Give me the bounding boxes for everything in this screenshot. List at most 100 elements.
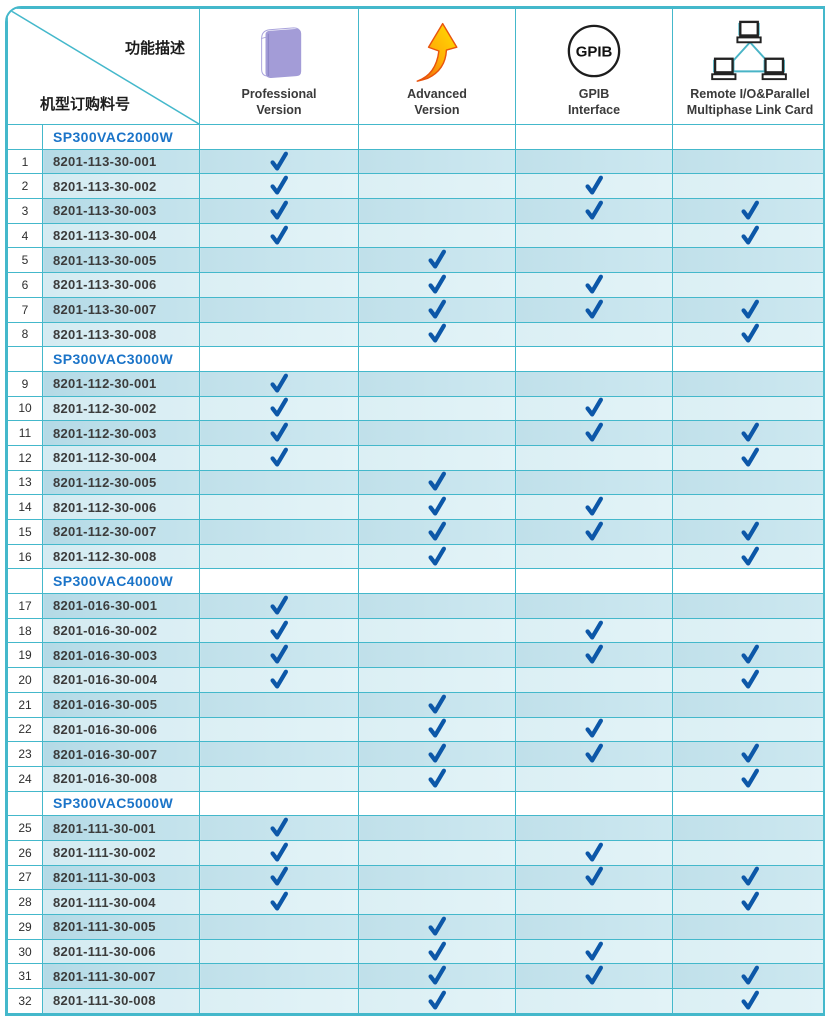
ordering-guide-table-frame: 功能描述 机型订购料号 Professional Version xyxy=(5,6,825,1016)
feature-check-cell xyxy=(672,494,823,520)
check-icon xyxy=(428,472,446,491)
part-number-cell: 8201-016-30-001 xyxy=(42,593,200,619)
feature-check-cell xyxy=(515,370,673,397)
feature-check-cell xyxy=(358,642,516,669)
part-row: 17 8201-016-30-001 xyxy=(7,593,823,619)
part-number-cell: 8201-016-30-004 xyxy=(42,667,200,693)
check-icon xyxy=(585,299,603,319)
check-icon xyxy=(428,496,446,516)
check-icon xyxy=(270,447,288,467)
row-number-cell xyxy=(7,124,43,150)
check-icon xyxy=(428,718,446,738)
part-row: 24 8201-016-30-008 xyxy=(7,765,823,792)
check-icon xyxy=(585,718,603,738)
check-icon xyxy=(270,891,288,911)
check-icon xyxy=(585,965,603,985)
feature-cell xyxy=(199,346,359,372)
row-number-cell xyxy=(7,568,43,595)
feature-check-cell xyxy=(672,198,823,224)
feature-check-cell xyxy=(672,272,823,298)
feature-check-cell xyxy=(515,741,673,767)
check-icon xyxy=(741,225,759,245)
check-icon xyxy=(270,151,288,171)
part-row: 8 8201-113-30-008 xyxy=(7,321,823,348)
feature-check-cell xyxy=(515,321,673,348)
part-number-cell: 8201-111-30-001 xyxy=(42,815,200,841)
row-number-cell: 8 xyxy=(7,321,43,348)
diagonal-divider-line xyxy=(8,9,199,124)
check-icon xyxy=(741,768,759,788)
part-row: 12 8201-112-30-004 xyxy=(7,444,823,471)
feature-check-cell xyxy=(358,469,516,496)
check-icon xyxy=(428,249,446,269)
part-row: 7 8201-113-30-007 xyxy=(7,296,823,323)
feature-check-cell xyxy=(515,642,673,669)
check-icon xyxy=(270,620,288,640)
feature-check-cell xyxy=(358,667,516,693)
part-row: 28 8201-111-30-004 xyxy=(7,889,823,915)
part-row: 31 8201-111-30-007 xyxy=(7,963,823,990)
part-number-cell: 8201-016-30-002 xyxy=(42,617,200,644)
part-row: 5 8201-113-30-005 xyxy=(7,247,823,274)
feature-check-cell xyxy=(672,741,823,767)
check-icon xyxy=(585,496,603,516)
feature-check-cell xyxy=(199,889,359,915)
feature-check-cell xyxy=(199,543,359,570)
check-icon xyxy=(741,521,759,541)
feature-check-cell xyxy=(199,765,359,792)
row-number-cell: 9 xyxy=(7,370,43,397)
book-icon xyxy=(200,9,358,87)
check-icon xyxy=(741,965,759,985)
feature-cell xyxy=(358,790,516,817)
feature-check-cell xyxy=(515,617,673,644)
part-number-cell: 8201-111-30-004 xyxy=(42,889,200,915)
feature-check-cell xyxy=(672,667,823,693)
feature-check-cell xyxy=(515,914,673,940)
row-number-cell: 29 xyxy=(7,914,43,940)
check-icon xyxy=(741,422,759,442)
model-name-cell: SP300VAC2000W xyxy=(42,124,200,150)
diagonal-header-cell: 功能描述 机型订购料号 xyxy=(7,8,200,125)
feature-cell xyxy=(199,124,359,150)
part-number-cell: 8201-112-30-005 xyxy=(42,469,200,496)
model-name-cell: SP300VAC4000W xyxy=(42,568,200,595)
row-number-cell: 4 xyxy=(7,222,43,249)
check-icon xyxy=(741,323,759,343)
feature-check-cell xyxy=(672,247,823,274)
row-number-cell: 13 xyxy=(7,469,43,496)
part-row: 16 8201-112-30-008 xyxy=(7,543,823,570)
part-row: 13 8201-112-30-005 xyxy=(7,469,823,496)
part-row: 21 8201-016-30-005 xyxy=(7,691,823,718)
feature-check-cell xyxy=(199,444,359,471)
feature-check-cell xyxy=(672,642,823,669)
feature-check-cell xyxy=(358,519,516,545)
row-number-cell: 17 xyxy=(7,593,43,619)
feature-check-cell xyxy=(199,938,359,965)
check-icon xyxy=(585,398,603,417)
part-number-cell: 8201-113-30-002 xyxy=(42,173,200,200)
part-row: 14 8201-112-30-006 xyxy=(7,494,823,520)
feature-check-cell xyxy=(358,988,516,1014)
feature-check-cell xyxy=(358,272,516,298)
row-number-cell: 27 xyxy=(7,864,43,891)
feature-check-cell xyxy=(672,938,823,965)
check-icon xyxy=(428,299,446,319)
part-row: 25 8201-111-30-001 xyxy=(7,815,823,841)
feature-check-cell xyxy=(515,543,673,570)
feature-check-cell xyxy=(515,765,673,792)
feature-check-cell xyxy=(515,864,673,891)
column-label: GPIB Interface xyxy=(567,87,621,117)
feature-cell xyxy=(515,346,673,372)
check-icon xyxy=(741,669,759,689)
feature-check-cell xyxy=(358,222,516,249)
feature-check-cell xyxy=(358,839,516,866)
check-icon xyxy=(428,521,446,541)
model-name-cell: SP300VAC3000W xyxy=(42,346,200,372)
feature-check-cell xyxy=(199,469,359,496)
check-icon xyxy=(741,299,759,319)
feature-check-cell xyxy=(672,395,823,422)
feature-check-cell xyxy=(515,889,673,915)
feature-check-cell xyxy=(672,148,823,175)
model-part-number-label: 机型订购料号 xyxy=(40,96,131,113)
part-number-cell: 8201-113-30-007 xyxy=(42,296,200,323)
